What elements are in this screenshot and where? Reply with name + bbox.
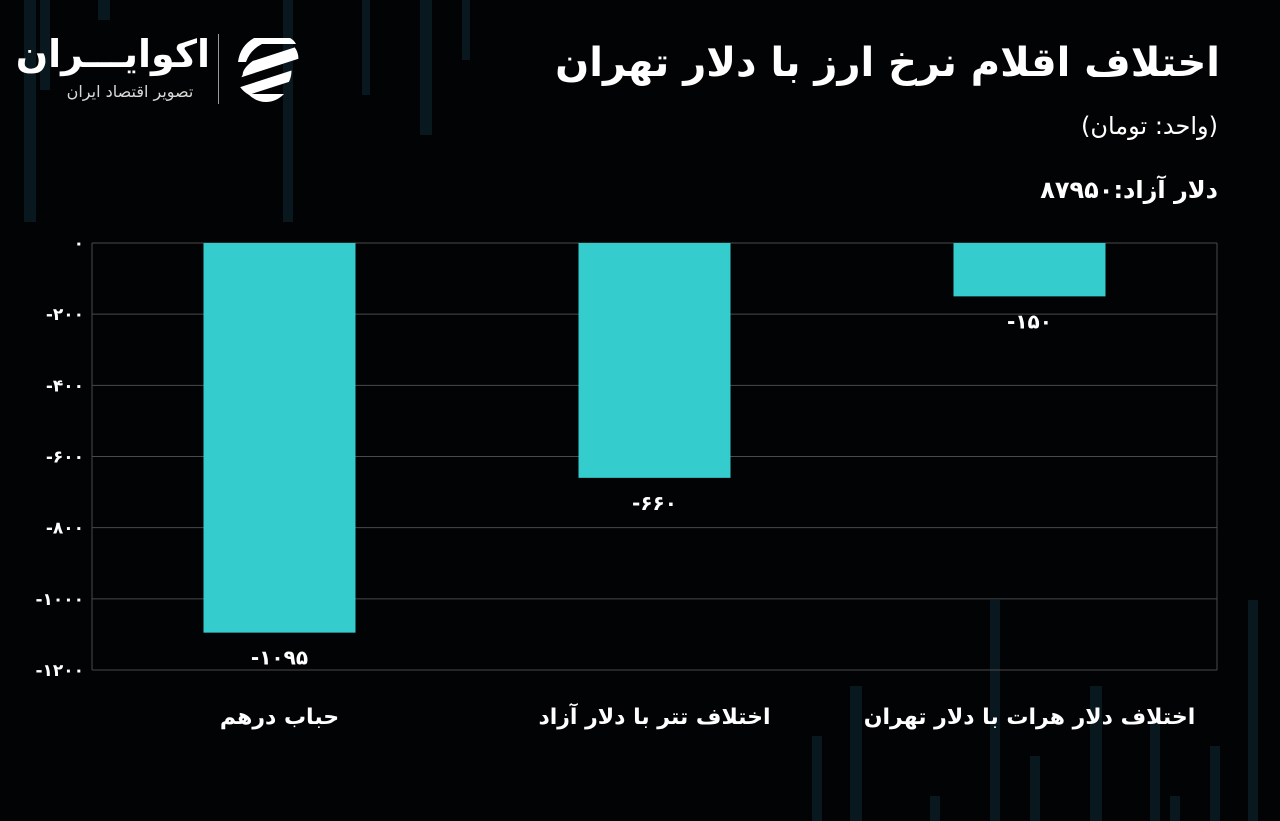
y-tick-label: -۶۰۰ <box>46 448 84 468</box>
logo-name: اکوایـــران <box>15 32 210 76</box>
category-label: اختلاف دلار هرات با دلار تهران <box>864 705 1196 730</box>
bar <box>953 243 1106 297</box>
bar-value-label: -۱۵۰ <box>1007 309 1052 333</box>
y-tick-label: -۱۲۰۰ <box>35 661 84 681</box>
logo-tagline: تصویر اقتصاد ایران <box>66 82 194 101</box>
y-tick-label: -۴۰۰ <box>46 376 84 396</box>
ecoiran-logo: اکوایـــران تصویر اقتصاد ایران <box>15 30 310 110</box>
bar-value-label: -۱۰۹۵ <box>251 646 308 670</box>
bar-value-label: -۶۶۰ <box>632 491 677 515</box>
category-label: حباب درهم <box>220 705 339 730</box>
bar <box>578 243 731 478</box>
y-tick-label: ۰ <box>74 234 84 254</box>
unit-label: (واحد: تومان) <box>1080 112 1218 140</box>
logo-divider <box>218 34 219 104</box>
chart-title: اختلاف اقلام نرخ ارز با دلار تهران <box>555 40 1220 86</box>
y-tick-label: -۲۰۰ <box>46 305 84 325</box>
category-label: اختلاف تتر با دلار آزاد <box>538 702 770 730</box>
y-tick-label: -۸۰۰ <box>46 519 84 539</box>
ecoiran-stripes-icon <box>238 38 299 102</box>
y-tick-label: -۱۰۰۰ <box>35 590 84 610</box>
bar <box>203 243 356 633</box>
free-dollar-rate: دلار آزاد:۸۷۹۵۰ <box>1040 176 1218 204</box>
